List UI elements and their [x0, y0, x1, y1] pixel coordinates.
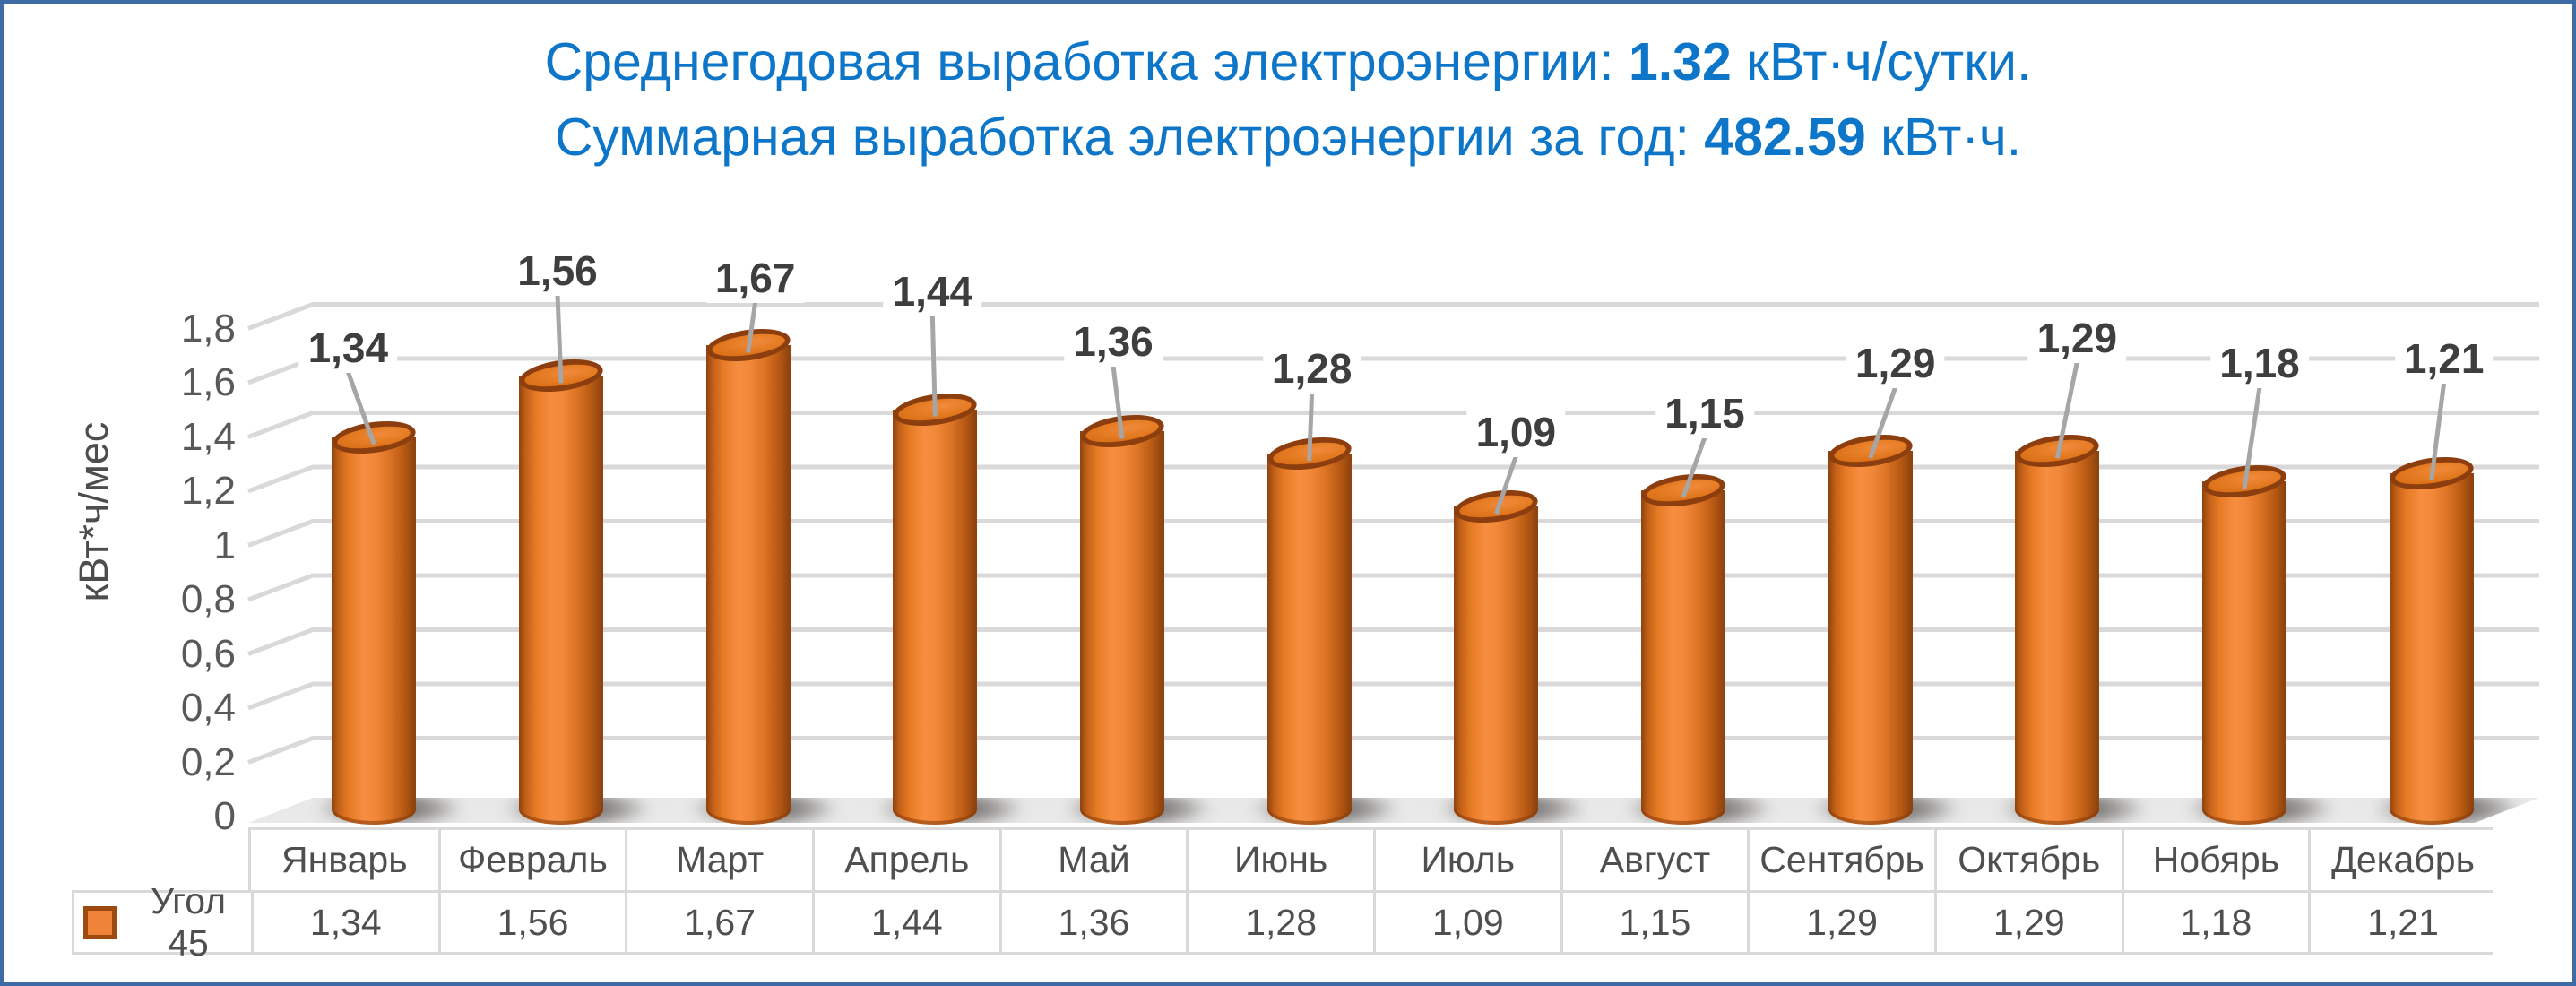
- cylinder-bar-Март: [705, 345, 791, 825]
- value-cell: 1,56: [437, 893, 626, 952]
- title-line-2: Суммарная выработка электроэнергии за го…: [4, 99, 2572, 175]
- y-tick-label: 1,6: [180, 360, 236, 404]
- value-cell: 1,36: [998, 893, 1187, 952]
- data-table-row: Угол 45 1,34 1,56 1,67 1,44 1,36 1,28 1,09 1,15 1…: [72, 880, 2495, 964]
- legend-series-name: Угол 45: [150, 880, 227, 964]
- title-1-value: 1.32: [1628, 32, 1732, 91]
- title-1-text: Среднегодовая выработка электроэнергии:: [544, 32, 1629, 91]
- month-header-cell: Нобярь: [2121, 830, 2309, 890]
- title-1-unit: кВт·ч/сутки.: [1731, 32, 2032, 91]
- data-label-Декабрь: 1,21: [2394, 333, 2494, 384]
- y-tick-label: 1,4: [180, 414, 236, 459]
- month-header-cell: Март: [625, 830, 812, 890]
- month-header-cell: Июль: [1372, 830, 1560, 890]
- month-header-cell: Январь: [251, 830, 438, 890]
- leader-line: [555, 294, 564, 384]
- leader-line: [2429, 382, 2447, 481]
- data-label-Апрель: 1,44: [883, 266, 982, 316]
- leader-line: [1681, 437, 1707, 498]
- month-header-row: Январь Февраль Март Апрель Май Июнь Июль Август…: [248, 827, 2495, 890]
- cylinder-bar-Февраль: [519, 376, 603, 825]
- y-tick-label: 0,8: [180, 577, 236, 621]
- y-tick-label: 1,8: [180, 306, 236, 350]
- cylinder-bar-Декабрь: [2389, 472, 2474, 825]
- cylinder-bar-Июнь: [1266, 454, 1352, 825]
- y-tick-label: 0,4: [180, 686, 236, 730]
- cylinder-bar-Нобярь: [2202, 481, 2286, 825]
- value-cell: 1,67: [625, 893, 812, 952]
- gridlines-layer: [247, 302, 2539, 765]
- y-tick-label: 1,2: [180, 469, 236, 513]
- month-header-cell: Май: [998, 830, 1187, 890]
- data-label-Май: 1,36: [1064, 316, 1163, 367]
- data-label-Январь: 1,34: [298, 323, 398, 373]
- gridline: [247, 573, 2539, 602]
- title-line-1: Среднегодовая выработка электроэнергии: …: [4, 24, 2572, 99]
- gridline: [247, 627, 2539, 656]
- y-tick-label: 0,2: [180, 740, 236, 784]
- legend-key-swatch: [83, 905, 117, 939]
- data-label-Сентябрь: 1,29: [1846, 338, 1945, 388]
- leader-line: [2054, 361, 2079, 459]
- data-label-Март: 1,67: [705, 253, 805, 303]
- value-cell: 1,18: [2121, 893, 2309, 952]
- chart-title: Среднегодовая выработка электроэнергии: …: [4, 24, 2572, 175]
- value-cell: 1,21: [2308, 893, 2495, 952]
- data-label-Октябрь: 1,29: [2027, 313, 2127, 363]
- leader-line: [1111, 365, 1125, 439]
- value-cell: 1,09: [1372, 893, 1560, 952]
- month-header-cell: Февраль: [437, 830, 626, 890]
- leader-line: [1868, 386, 1898, 459]
- cylinder-bar-Сентябрь: [1828, 451, 1913, 825]
- gridline: [247, 464, 2539, 494]
- y-tick-label: 0,6: [180, 631, 236, 676]
- data-label-Февраль: 1,56: [508, 246, 607, 296]
- value-cell: 1,28: [1186, 893, 1373, 952]
- y-tick-label: 0: [213, 794, 236, 838]
- cylinder-bar-Январь: [332, 437, 417, 825]
- value-cell: 1,15: [1560, 893, 1748, 952]
- cylinder-bar-Август: [1641, 489, 1725, 825]
- leader-line: [1307, 392, 1315, 462]
- gridline: [247, 411, 2539, 439]
- leader-line: [1493, 455, 1518, 515]
- data-label-Август: 1,15: [1655, 388, 1754, 438]
- leader-line: [929, 315, 938, 417]
- data-label-Июль: 1,09: [1466, 407, 1566, 457]
- data-label-Нобярь: 1,18: [2210, 338, 2309, 388]
- value-cell: 1,29: [1747, 893, 1934, 952]
- leader-line: [345, 371, 376, 445]
- legend-cell: Угол 45: [74, 880, 251, 964]
- leader-lines-layer: [345, 294, 2447, 515]
- cylinder-bar-Май: [1080, 431, 1164, 825]
- title-2-unit: кВт·ч.: [1865, 108, 2022, 167]
- month-header-cell: Август: [1560, 830, 1748, 890]
- cylinder-bar-Апрель: [893, 409, 978, 825]
- cylinder-bar-Июль: [1454, 506, 1539, 825]
- data-label-Июнь: 1,28: [1262, 343, 1361, 394]
- month-header-cell: Апрель: [811, 830, 999, 890]
- value-cell: 1,34: [251, 893, 438, 952]
- leader-line: [746, 301, 758, 353]
- title-2-text: Суммарная выработка электроэнергии за го…: [554, 108, 1705, 167]
- month-header-cell: Декабрь: [2308, 830, 2495, 890]
- month-header-cell: Сентябрь: [1747, 830, 1934, 890]
- month-header-cell: Июнь: [1186, 830, 1373, 890]
- leader-line: [2242, 386, 2262, 489]
- y-tick-label: 1: [213, 523, 236, 567]
- month-header-cell: Октябрь: [1933, 830, 2122, 890]
- value-cell: 1,44: [811, 893, 999, 952]
- cylinder-bar-Октябрь: [2015, 451, 2100, 825]
- gridline: [247, 681, 2539, 711]
- gridline: [247, 302, 2539, 331]
- title-2-value: 482.59: [1704, 108, 1866, 167]
- gridline: [247, 519, 2539, 548]
- gridline: [247, 736, 2539, 765]
- value-cell: 1,29: [1933, 893, 2122, 952]
